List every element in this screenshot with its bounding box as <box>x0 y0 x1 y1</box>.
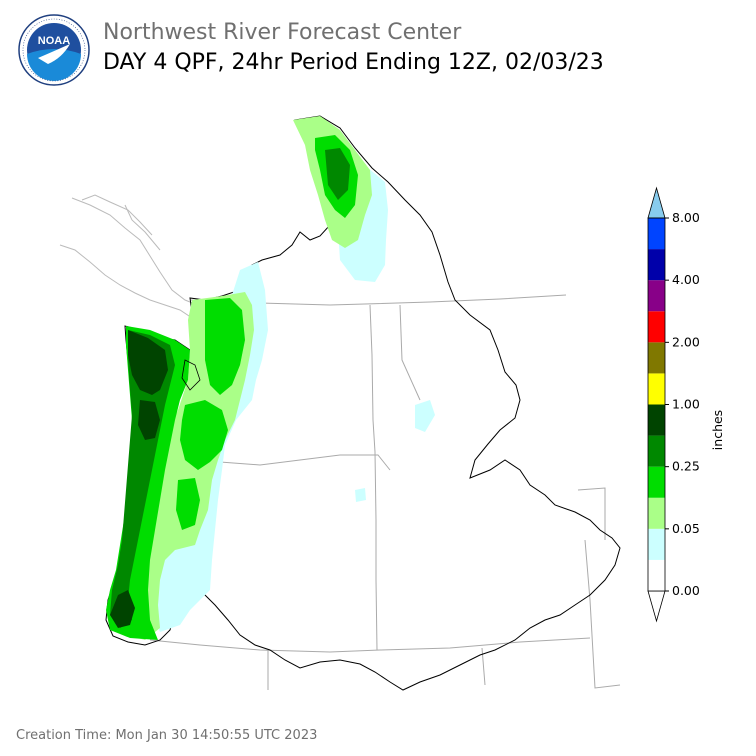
precip-dark-green <box>110 330 168 628</box>
colorbar-segment <box>648 218 665 250</box>
canada-coastline <box>59 194 206 331</box>
colorbar-segments <box>647 186 666 623</box>
colorbar-tick-label: 2.00 <box>672 334 700 349</box>
colorbar-segment <box>648 342 665 374</box>
colorbar-tick-label: 1.00 <box>672 397 700 412</box>
colorbar-ticks: 0.00 0.05 0.25 1.00 2.00 4.00 8.00 <box>665 210 700 598</box>
precip-mid-green <box>110 148 350 628</box>
noaa-logo: NOAA <box>18 14 90 86</box>
colorbar-tick-label: 0.25 <box>672 459 700 474</box>
colorbar-segment <box>648 497 665 529</box>
colorbar-segment <box>648 249 665 281</box>
colorbar-segment <box>648 404 665 436</box>
noaa-logo-text: NOAA <box>38 35 70 47</box>
creation-time: Creation Time: Mon Jan 30 14:50:55 UTC 2… <box>16 728 318 743</box>
colorbar-segment <box>648 559 665 591</box>
product-title: DAY 4 QPF, 24hr Period Ending 12Z, 02/03… <box>103 50 604 75</box>
colorbar-segment <box>648 528 665 560</box>
colorbar-tick-label: 0.00 <box>672 583 700 598</box>
colorbar-tick-label: 4.00 <box>672 272 700 287</box>
colorbar-unit-label: inches <box>710 410 725 450</box>
colorbar-segment <box>647 590 666 623</box>
colorbar-segment <box>648 466 665 498</box>
colorbar-tick-label: 8.00 <box>672 210 700 225</box>
precip-colorbar: 0.00 0.05 0.25 1.00 2.00 4.00 8.00 inches <box>647 186 725 623</box>
colorbar-segment <box>648 373 665 405</box>
colorbar-tick-label: 0.05 <box>672 521 700 536</box>
colorbar-segment <box>648 280 665 312</box>
colorbar-segment <box>648 435 665 467</box>
colorbar-segment <box>648 311 665 343</box>
agency-title: Northwest River Forecast Center <box>103 20 462 45</box>
colorbar-segment <box>647 186 666 219</box>
